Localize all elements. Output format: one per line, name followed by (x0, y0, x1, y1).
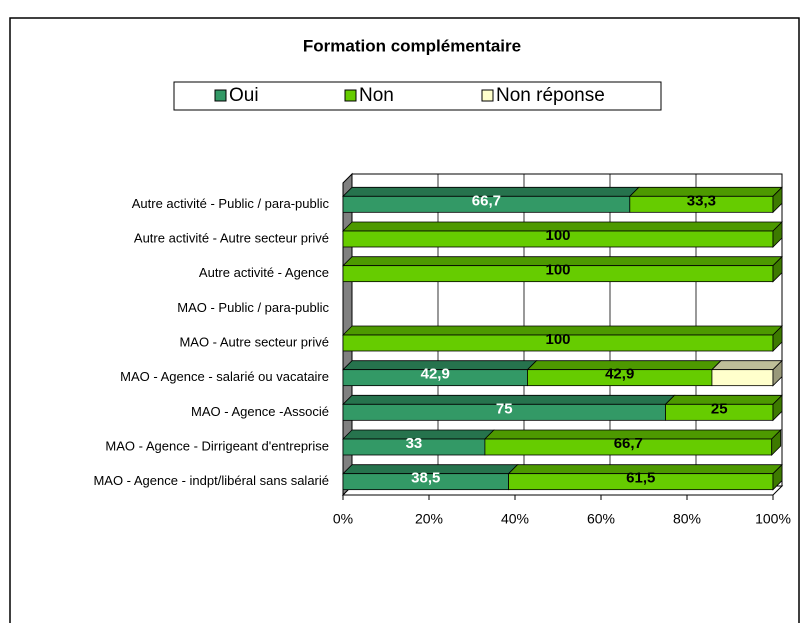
y-tick-label: MAO - Agence - Dirrigeant d'entreprise (105, 438, 329, 453)
bar-side (772, 359, 783, 387)
legend-box (173, 81, 662, 111)
bar-side (772, 394, 783, 422)
chart-title: Formation complémentaire (303, 36, 521, 55)
legend-label: Non réponse (496, 85, 605, 106)
y-tick-label: MAO - Agence - indpt/libéral sans salari… (93, 473, 329, 488)
bar-side (772, 325, 783, 352)
data-label: 100 (545, 227, 570, 244)
x-tick-label: 60% (587, 511, 615, 527)
bar-side (772, 255, 783, 283)
data-label: 75 (496, 400, 513, 417)
data-label: 100 (545, 331, 570, 348)
x-tick-label: 80% (673, 511, 701, 527)
y-tick-label: MAO - Agence -Associé (191, 404, 329, 419)
y-tick-label: Autre activité - Agence (199, 265, 329, 280)
bar-top (710, 360, 783, 371)
bar-side (771, 429, 782, 456)
legend-swatch (214, 89, 227, 102)
x-tick-label: 100% (755, 511, 791, 527)
data-label: 38,5 (411, 470, 440, 487)
data-label: 42,9 (421, 366, 450, 383)
data-label: 66,7 (614, 435, 643, 452)
legend-swatch (344, 89, 357, 102)
legend-label: Oui (229, 85, 259, 106)
bar-side (772, 186, 783, 214)
x-tick-label: 20% (415, 511, 443, 527)
y-tick-label: MAO - Agence - salarié ou vacataire (120, 369, 329, 384)
data-label: 42,9 (605, 366, 634, 383)
bar-side (772, 221, 783, 248)
x-tick-label: 40% (501, 511, 529, 527)
legend-swatch (481, 89, 494, 102)
data-label: 61,5 (626, 470, 655, 487)
y-tick-label: Autre activité - Public / para-public (132, 196, 330, 211)
bar (711, 369, 774, 387)
data-label: 66,7 (472, 192, 501, 209)
data-label: 25 (711, 400, 728, 417)
y-tick-label: MAO - Public / para-public (177, 300, 329, 315)
x-tick-label: 0% (333, 511, 353, 527)
y-tick-label: MAO - Autre secteur privé (179, 334, 329, 349)
data-label: 33,3 (687, 192, 716, 209)
data-label: 33 (406, 435, 423, 452)
bar-side (772, 463, 783, 491)
y-tick-label: Autre activité - Autre secteur privé (134, 230, 329, 245)
data-label: 100 (545, 262, 570, 279)
legend-label: Non (359, 85, 394, 106)
